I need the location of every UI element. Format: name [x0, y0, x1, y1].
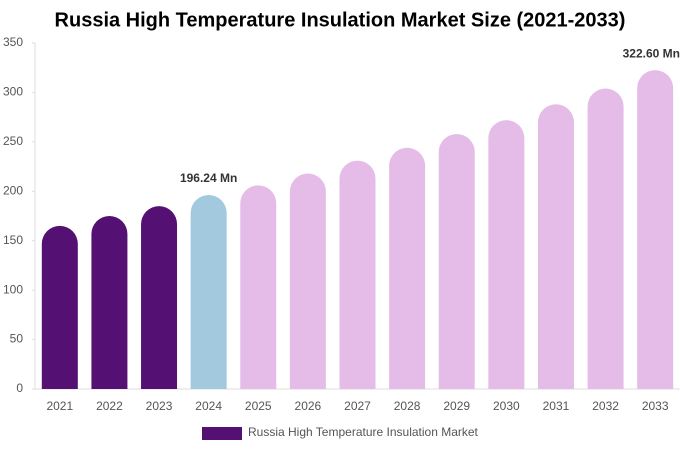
bar [190, 195, 227, 389]
x-tick-label: 2021 [46, 399, 73, 413]
x-tick-label: 2026 [295, 399, 322, 413]
y-tick-label: 150 [3, 233, 23, 247]
x-tick-label: 2032 [592, 399, 619, 413]
y-tick-label: 300 [3, 85, 23, 99]
chart-title: Russia High Temperature Insulation Marke… [55, 9, 626, 31]
bar [488, 120, 525, 389]
bar [587, 88, 624, 389]
x-tick-label: 2029 [443, 399, 470, 413]
x-tick-label: 2023 [146, 399, 173, 413]
y-tick-label: 50 [10, 332, 24, 346]
x-tick-label: 2025 [245, 399, 272, 413]
x-tick-label: 2024 [195, 399, 222, 413]
y-tick-label: 0 [16, 381, 23, 395]
y-tick-label: 350 [3, 35, 23, 49]
value-label: 322.60 Mn [623, 46, 680, 60]
legend-swatch [202, 427, 242, 440]
bar [637, 70, 674, 390]
legend-label: Russia High Temperature Insulation Marke… [248, 425, 479, 439]
bar [240, 185, 277, 389]
x-tick-label: 2033 [642, 399, 669, 413]
bar [141, 206, 178, 389]
value-label: 196.24 Mn [180, 171, 237, 185]
x-tick-label: 2027 [344, 399, 371, 413]
bar [389, 147, 426, 389]
x-tick-label: 2030 [493, 399, 520, 413]
bar [339, 160, 376, 389]
x-tick-label: 2028 [394, 399, 421, 413]
y-tick-label: 100 [3, 282, 23, 296]
x-tick-label: 2022 [96, 399, 123, 413]
bar [438, 133, 475, 389]
y-tick-label: 250 [3, 134, 23, 148]
bar [91, 216, 128, 389]
x-tick-label: 2031 [543, 399, 570, 413]
y-tick-label: 200 [3, 183, 23, 197]
bar [537, 104, 574, 389]
bar [289, 173, 326, 389]
bar [41, 225, 78, 389]
